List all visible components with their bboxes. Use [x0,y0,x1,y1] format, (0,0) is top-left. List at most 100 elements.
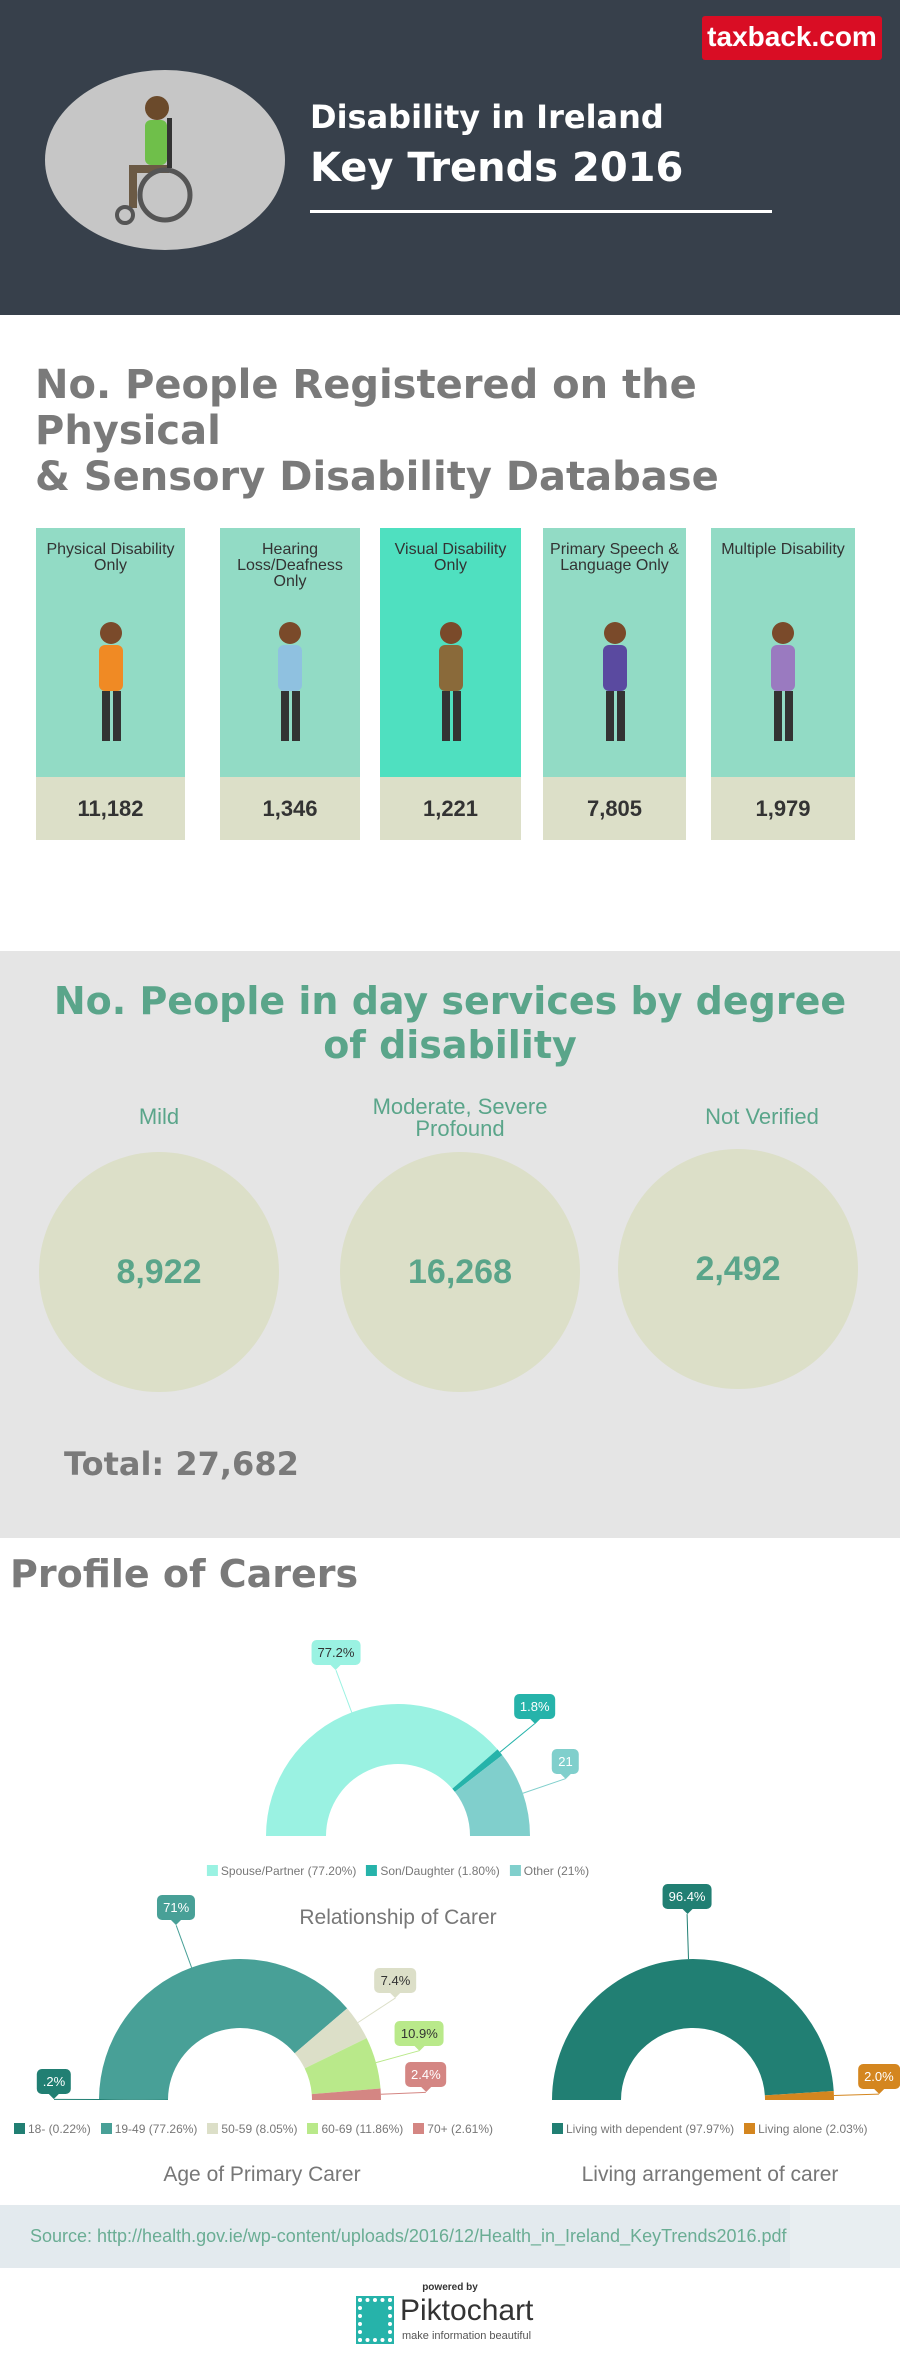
chart-legend: Spouse/Partner (77.20%) Son/Daughter (1.8… [206,1864,590,1878]
card-value: 7,805 [543,777,686,840]
mild-value: 8,922 [39,1152,279,1392]
disability-card: Multiple Disability 1,979 [711,528,855,840]
data-label: 2.4% [405,2062,447,2093]
legend-label: Living with dependent (97.97%) [566,2122,735,2136]
legend-label: 19-49 (77.26%) [114,2122,198,2136]
person-icon [771,622,795,741]
donut-slice[interactable] [452,1749,503,1792]
legend-label: Son/Daughter (1.80%) [380,1864,500,1878]
chart-title: Relationship of Carer [299,1906,497,1929]
card-label: Visual Disability Only [394,541,507,574]
card-value: 11,182 [36,777,185,840]
disability-card: Physical Disability Only 11,182 [36,528,185,840]
day-services-title-line-1: No. People in day services by degree [53,979,847,1023]
chart-title: Age of Primary Carer [163,2163,361,2186]
carers-title: Profile of Carers [10,1552,359,1596]
legend-item[interactable]: Son/Daughter (1.80%) [366,1864,500,1878]
legend-item[interactable]: Other (21%) [509,1864,590,1878]
donut-slice[interactable] [454,1755,530,1836]
data-label: 2.0% [858,2064,900,2095]
piktochart-logo-icon [356,2296,394,2344]
donut-slice[interactable] [266,1704,498,1836]
legend-swatch [100,2123,112,2134]
legend-item[interactable]: Living alone (2.03%) [744,2122,868,2136]
day-services-title: No. People in day services by degree of … [0,979,900,1067]
legend-label: Other (21%) [523,1864,590,1878]
donut-slice[interactable] [304,2038,381,2095]
registered-title-line-1: No. People Registered on the Physical [35,362,697,454]
donut-slice[interactable] [99,1958,348,2100]
person-icon [438,622,463,741]
chart-legend: 18- (0.22%) 19-49 (77.26%) 50-59 (8.05%) 60… [14,2122,493,2136]
donut-slice[interactable] [764,2091,834,2100]
legend-item[interactable]: 19-49 (77.26%) [100,2122,198,2136]
card-value: 1,346 [220,777,360,840]
taxback-logo[interactable]: taxback.com [702,16,882,60]
day-services-section: No. People in day services by degree of … [0,951,900,1538]
disability-card: Visual Disability Only 1,221 [380,528,521,840]
legend-swatch [14,2123,25,2134]
not-verified-value: 2,492 [618,1149,858,1389]
registered-title-line-2: & Sensory Disability Database [35,454,719,500]
data-label: 7.4% [374,1967,417,1998]
legend-swatch [413,2123,425,2134]
callout-line [499,1723,536,1753]
legend-item[interactable]: 18- (0.22%) [14,2122,91,2136]
person-icon [602,622,627,741]
source-bar-end [790,2205,900,2268]
legend-item[interactable]: 50-59 (8.05%) [207,2122,297,2136]
mild-label: Mild [138,1104,180,1129]
source-link[interactable]: Source: http://health.gov.ie/wp-content/… [0,2205,790,2268]
day-services-title-line-2: of disability [323,1023,577,1067]
legend-label: 18- (0.22%) [28,2122,91,2136]
disability-card: Hearing Loss/Deafness Only 1,346 [220,528,360,840]
person-icon [98,622,123,741]
legend-swatch [552,2123,563,2134]
wheelchair-user-icon [115,96,193,225]
legend-swatch [206,1865,218,1876]
legend-label: Living alone (2.03%) [758,2122,868,2136]
title-line-1: Disability in Ireland [310,98,664,136]
legend-item[interactable]: Living with dependent (97.97%) [552,2122,734,2136]
legend-swatch [307,2123,319,2134]
legend-swatch [509,1865,521,1876]
disability-card: Primary Speech & Language Only 7,805 [543,528,686,840]
legend-label: 50-59 (8.05%) [221,2122,298,2136]
chart-title: Living arrangement of carer [581,2163,839,2186]
data-label: 96.4% [662,1884,712,1915]
card-label: Physical Disability Only [46,541,175,574]
registered-title: No. People Registered on the Physical & … [35,362,875,500]
not-verified-label: Not Verified [705,1104,819,1129]
legend-swatch [207,2123,219,2134]
donut-slice[interactable] [552,1958,834,2100]
donut-slice[interactable] [99,2099,169,2100]
legend-swatch [366,1865,378,1876]
data-label: .2% [36,2069,72,2100]
piktochart-brand[interactable]: Piktochart [400,2294,534,2327]
data-label: 1.8% [513,1693,556,1724]
callout-line [522,1778,566,1794]
legend-swatch [744,2123,756,2134]
legend-label: 60-69 (11.86%) [321,2122,404,2136]
chart-legend: Living with dependent (97.97%) Living alo… [552,2122,868,2136]
legend-item[interactable]: 70+ (2.61%) [413,2122,493,2136]
title-line-2: Key Trends 2016 [310,145,684,191]
callout-line [686,1914,690,1960]
moderate-label: Moderate, Severe Profound [372,1094,548,1141]
donut-slice[interactable] [311,2088,381,2100]
title-underline [310,210,772,213]
hero-illustration [45,70,285,250]
person-icon [278,622,302,741]
card-label: Multiple Disability [721,541,845,558]
legend-item[interactable]: 60-69 (11.86%) [307,2122,403,2136]
moderate-value: 16,268 [340,1152,580,1392]
data-label: 77.2% [311,1640,361,1671]
donut-slice[interactable] [294,2008,367,2069]
legend-item[interactable]: Spouse/Partner (77.20%) [206,1864,356,1878]
callout-line [175,1925,193,1968]
data-label: 21 [552,1748,579,1779]
callout-line [335,1670,353,1713]
data-label: 71% [157,1895,196,1926]
